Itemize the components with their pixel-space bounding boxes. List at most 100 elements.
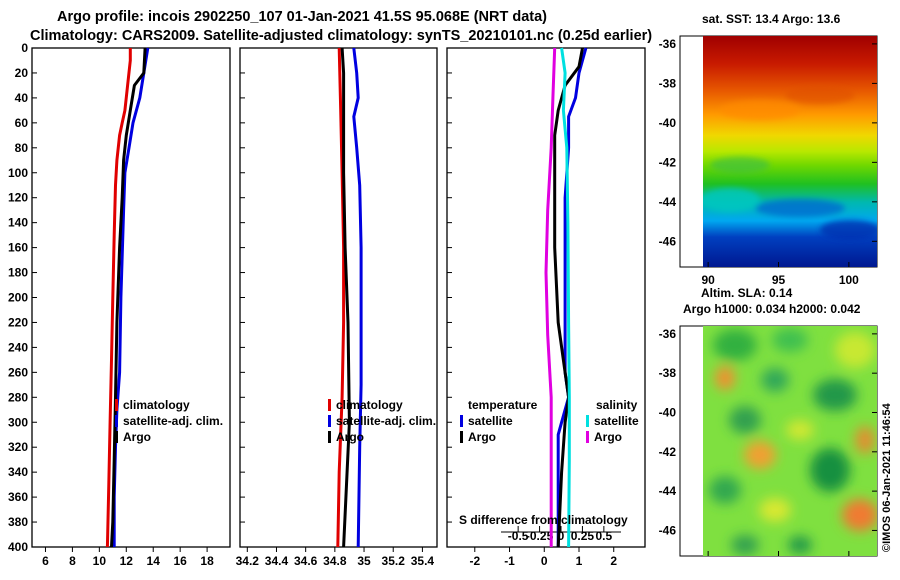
- lat-tick-label: -44: [659, 195, 677, 209]
- legend-satellite-label: satellite-adj. clim.: [336, 414, 436, 428]
- difference-panel: -2 -1 0 1 2 -0.5-0.25 0 0.25 0.5 temperature sa…: [447, 48, 645, 568]
- depth-tick-label: 80: [15, 141, 29, 155]
- depth-tick-label: 140: [8, 216, 28, 230]
- depth-tick-label: 320: [8, 440, 28, 454]
- figure-title-line1: Argo profile: incois 2902250_107 01-Jan-…: [57, 9, 547, 25]
- lon-tick-label: 100: [839, 273, 859, 287]
- sst-feature: [700, 188, 760, 212]
- lat-tick-label: -42: [659, 445, 677, 459]
- x-tick-label: 8: [69, 554, 76, 568]
- x-tick-label: 35: [357, 554, 371, 568]
- legend-temp-satellite-label: satellite: [468, 414, 513, 428]
- lat-tick-label: -44: [659, 484, 677, 498]
- sst-feature: [755, 199, 845, 217]
- sst-feature: [710, 157, 770, 173]
- x-tick-label: 2: [610, 554, 617, 568]
- sla-map: Altim. SLA: 0.14 Argo h1000: 0.034 h2000…: [659, 286, 893, 556]
- sla-eddy: [786, 420, 814, 440]
- salinity-legend: climatology satellite-adj. clim. Argo: [328, 398, 436, 444]
- imos-timestamp: ©IMOS 06-Jan-2021 11:46:54: [881, 402, 893, 552]
- salinity-difference-label: S difference from climatology: [459, 513, 628, 527]
- temperature-panel-frame: [32, 48, 230, 547]
- sla-eddy: [855, 426, 875, 454]
- depth-tick-label: 260: [8, 365, 28, 379]
- lat-tick-label: -42: [659, 155, 677, 169]
- temperature-difference-legend: temperature satellite Argo: [460, 398, 538, 444]
- lat-tick-label: -36: [659, 37, 677, 51]
- sla-eddy: [715, 366, 735, 390]
- x-tick-label: 34.8: [323, 554, 347, 568]
- lat-tick-label: -36: [659, 327, 677, 341]
- legend-salinity-title: salinity: [596, 398, 638, 412]
- sla-eddy: [729, 406, 761, 434]
- depth-tick-label: 180: [8, 266, 28, 280]
- x-tick-label: 34.4: [265, 554, 289, 568]
- sst-map-title: sat. SST: 13.4 Argo: 13.6: [702, 12, 841, 26]
- depth-tick-label: 220: [8, 315, 28, 329]
- x-tick-label: 34.2: [236, 554, 260, 568]
- sla-map-image: [703, 326, 878, 556]
- depth-tick-label: 240: [8, 340, 28, 354]
- legend-satellite-swatch: [328, 415, 331, 427]
- lat-tick-label: -46: [659, 234, 677, 248]
- legend-satellite-label: satellite-adj. clim.: [123, 414, 223, 428]
- argo-profile-figure: Argo profile: incois 2902250_107 01-Jan-…: [0, 0, 900, 580]
- lat-tick-label: -40: [659, 116, 677, 130]
- x-tick-label: 35.2: [382, 554, 406, 568]
- sub-x-tick-label: -0.25: [526, 529, 554, 543]
- salinity-lines: [338, 48, 361, 547]
- depth-tick-label: 300: [8, 415, 28, 429]
- x-tick-label: 10: [93, 554, 107, 568]
- sst-feature: [785, 86, 855, 104]
- x-tick-label: -2: [469, 554, 480, 568]
- x-tick-label: 1: [576, 554, 583, 568]
- depth-tick-label: 160: [8, 241, 28, 255]
- legend-satellite-swatch: [115, 415, 118, 427]
- series-satellite-adj-clim-: [354, 48, 361, 547]
- x-tick-label: 12: [120, 554, 134, 568]
- lon-tick-label: 95: [772, 273, 786, 287]
- salinity-panel: 34.2 34.4 34.6 34.8 35 35.2 35.4 climatology s…: [236, 48, 437, 568]
- temperature-x-axis: 6 8 10 12 14 16 18: [42, 547, 214, 568]
- sst-feature: [820, 220, 880, 240]
- x-tick-label: 16: [173, 554, 187, 568]
- figure-title-line2: Climatology: CARS2009. Satellite-adjuste…: [30, 28, 652, 44]
- difference-x-axis: -2 -1 0 1 2: [447, 48, 617, 568]
- series-salinity-argo: [546, 48, 555, 547]
- sla-map-subtitle: Argo h1000: 0.034 h2000: 0.042: [683, 302, 861, 316]
- legend-climatology-swatch: [328, 399, 331, 411]
- lat-tick-label: -40: [659, 405, 677, 419]
- legend-temp-argo-label: Argo: [468, 430, 496, 444]
- sla-eddy: [813, 379, 857, 411]
- depth-tick-label: 0: [21, 41, 28, 55]
- x-tick-label: 18: [200, 554, 214, 568]
- sla-eddy: [709, 476, 741, 504]
- sla-eddy: [759, 498, 791, 522]
- sst-map: sat. SST: 13.4 Argo: 13.6 -36 -38 -40 -42 -4…: [659, 12, 880, 287]
- sla-eddy: [744, 441, 776, 469]
- x-tick-label: 35.4: [411, 554, 435, 568]
- legend-argo-label: Argo: [336, 430, 364, 444]
- depth-tick-label: 60: [15, 116, 29, 130]
- legend-sal-argo-label: Argo: [594, 430, 622, 444]
- depth-tick-label: 200: [8, 291, 28, 305]
- sla-map-title: Altim. SLA: 0.14: [701, 286, 793, 300]
- sla-eddy: [788, 536, 812, 554]
- legend-argo-swatch: [115, 431, 118, 443]
- legend-sal-satellite-label: satellite: [594, 414, 639, 428]
- sla-eddy: [842, 499, 878, 531]
- temperature-legend: climatology satellite-adj. clim. Argo: [115, 398, 223, 444]
- legend-sal-argo-swatch: [586, 431, 589, 443]
- x-tick-label: 14: [147, 554, 161, 568]
- legend-sal-satellite-swatch: [586, 415, 589, 427]
- sla-eddy: [731, 535, 759, 555]
- depth-tick-label: 400: [8, 540, 28, 554]
- legend-climatology-label: climatology: [336, 398, 403, 412]
- lat-tick-label: -38: [659, 76, 677, 90]
- depth-tick-label: 40: [15, 91, 29, 105]
- sla-eddy: [772, 328, 808, 352]
- sst-feature: [720, 100, 800, 120]
- x-tick-label: 0: [541, 554, 548, 568]
- depth-tick-label: 340: [8, 465, 28, 479]
- legend-argo-label: Argo: [123, 430, 151, 444]
